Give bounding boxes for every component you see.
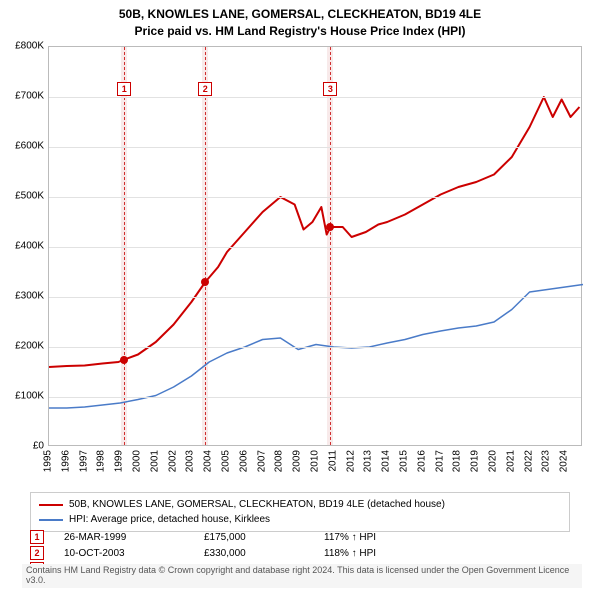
x-tick-label: 2015: [399, 450, 410, 472]
x-tick-label: 2001: [149, 450, 160, 472]
x-tick-label: 2005: [221, 450, 232, 472]
chart-title: 50B, KNOWLES LANE, GOMERSAL, CLECKHEATON…: [0, 0, 600, 40]
x-tick-label: 2017: [434, 450, 445, 472]
x-tick-label: 2006: [238, 450, 249, 472]
legend: 50B, KNOWLES LANE, GOMERSAL, CLECKHEATON…: [30, 492, 570, 532]
y-tick-label: £200K: [15, 341, 44, 352]
x-tick-label: 1999: [114, 450, 125, 472]
sale-marker-badge: 2: [198, 82, 212, 96]
x-tick-label: 2010: [310, 450, 321, 472]
attribution-text: Contains HM Land Registry data © Crown c…: [22, 564, 582, 588]
sale-point: [120, 356, 128, 364]
sale-row-price: £175,000: [204, 532, 304, 543]
title-line-2: Price paid vs. HM Land Registry's House …: [0, 23, 600, 40]
y-tick-label: £800K: [15, 41, 44, 52]
legend-label-property: 50B, KNOWLES LANE, GOMERSAL, CLECKHEATON…: [69, 497, 445, 512]
legend-item-hpi: HPI: Average price, detached house, Kirk…: [39, 512, 561, 527]
legend-item-property: 50B, KNOWLES LANE, GOMERSAL, CLECKHEATON…: [39, 497, 561, 512]
legend-swatch-property: [39, 504, 63, 506]
sale-row-hpi: 118% ↑ HPI: [324, 548, 376, 559]
x-tick-label: 2011: [327, 450, 338, 472]
sale-row-date: 10-OCT-2003: [64, 548, 184, 559]
sale-row-hpi: 117% ↑ HPI: [324, 532, 376, 543]
sale-row-date: 26-MAR-1999: [64, 532, 184, 543]
sale-point: [326, 223, 334, 231]
x-tick-label: 2008: [274, 450, 285, 472]
x-tick-label: 2023: [541, 450, 552, 472]
x-tick-label: 1997: [78, 450, 89, 472]
y-tick-label: £500K: [15, 191, 44, 202]
sale-row-price: £330,000: [204, 548, 304, 559]
x-tick-label: 2018: [452, 450, 463, 472]
gridline: [49, 347, 581, 348]
sale-row: 2 10-OCT-2003 £330,000 118% ↑ HPI: [30, 546, 570, 560]
x-tick-label: 2009: [292, 450, 303, 472]
sale-row-index: 2: [30, 546, 44, 560]
x-tick-label: 2021: [505, 450, 516, 472]
chart-container: 50B, KNOWLES LANE, GOMERSAL, CLECKHEATON…: [0, 0, 600, 590]
y-tick-label: £100K: [15, 391, 44, 402]
x-tick-label: 1995: [43, 450, 54, 472]
x-tick-label: 2014: [381, 450, 392, 472]
y-tick-label: £600K: [15, 141, 44, 152]
plot-area: 1 2 3: [48, 46, 582, 446]
gridline: [49, 147, 581, 148]
y-tick-label: £400K: [15, 241, 44, 252]
sale-marker-badge: 3: [323, 82, 337, 96]
x-tick-label: 2020: [488, 450, 499, 472]
x-tick-label: 2022: [523, 450, 534, 472]
line-layer: [49, 47, 581, 445]
gridline: [49, 97, 581, 98]
series-line-property_price: [49, 97, 579, 367]
sale-row: 1 26-MAR-1999 £175,000 117% ↑ HPI: [30, 530, 570, 544]
gridline: [49, 247, 581, 248]
gridline: [49, 397, 581, 398]
y-tick-label: £700K: [15, 91, 44, 102]
y-tick-label: £300K: [15, 291, 44, 302]
x-tick-label: 2000: [132, 450, 143, 472]
sale-row-index: 1: [30, 530, 44, 544]
x-tick-label: 2012: [345, 450, 356, 472]
x-tick-label: 1996: [60, 450, 71, 472]
x-tick-label: 2013: [363, 450, 374, 472]
x-tick-label: 2004: [203, 450, 214, 472]
title-line-1: 50B, KNOWLES LANE, GOMERSAL, CLECKHEATON…: [0, 6, 600, 23]
x-tick-label: 2016: [416, 450, 427, 472]
x-tick-label: 2007: [256, 450, 267, 472]
gridline: [49, 197, 581, 198]
x-tick-label: 2003: [185, 450, 196, 472]
gridline: [49, 297, 581, 298]
sale-marker-badge: 1: [117, 82, 131, 96]
legend-label-hpi: HPI: Average price, detached house, Kirk…: [69, 512, 270, 527]
legend-swatch-hpi: [39, 519, 63, 521]
x-tick-label: 2024: [559, 450, 570, 472]
x-tick-label: 2019: [470, 450, 481, 472]
x-tick-label: 1998: [96, 450, 107, 472]
sale-point: [201, 278, 209, 286]
x-tick-label: 2002: [167, 450, 178, 472]
